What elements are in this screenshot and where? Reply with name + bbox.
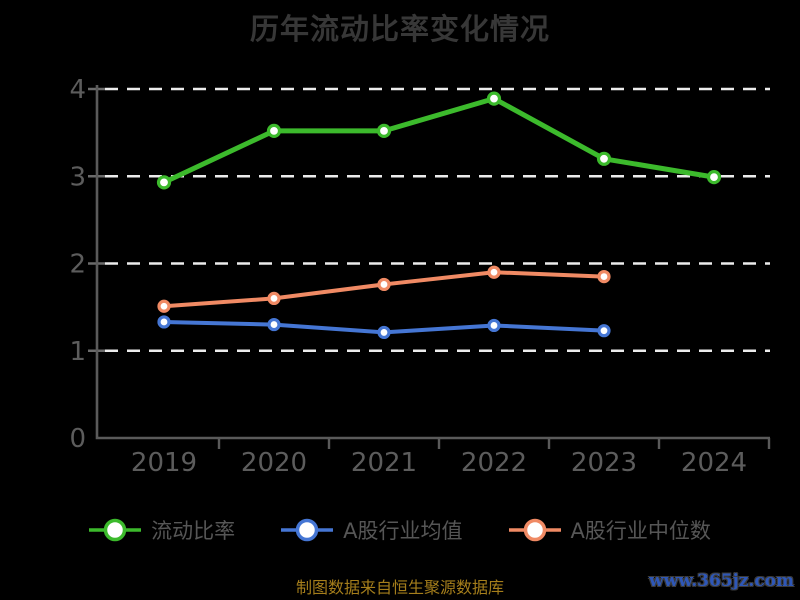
data-point-marker (157, 315, 171, 329)
series-line (161, 96, 717, 185)
y-tick-label: 0 (69, 424, 86, 454)
data-point-marker (157, 299, 171, 313)
data-point-marker (267, 291, 281, 305)
legend-item[interactable]: A股行业中位数 (508, 514, 711, 546)
legend-label: A股行业均值 (343, 519, 463, 543)
chart-title: 历年流动比率变化情况 (249, 12, 550, 46)
legend: 流动比率 A股行业均值 A股行业中位数 (0, 514, 800, 546)
data-point-marker (377, 277, 391, 292)
x-tick-label: 2023 (571, 448, 637, 478)
data-point-marker (486, 91, 502, 106)
x-tick-label: 2022 (461, 448, 527, 478)
legend-item[interactable]: 流动比率 (89, 514, 235, 546)
y-tick-label: 2 (69, 250, 86, 280)
legend-label: 流动比率 (151, 519, 236, 543)
data-point-marker (376, 123, 392, 138)
legend-marker-icon (508, 518, 561, 542)
legend-marker-icon (89, 518, 142, 542)
data-point-marker (597, 324, 611, 338)
y-tick-label: 1 (69, 337, 86, 367)
source-note: 制图数据来自恒生聚源数据库 (295, 578, 504, 597)
data-point-marker (596, 151, 612, 166)
legend-marker-icon (281, 518, 334, 542)
data-point-marker (266, 123, 282, 138)
x-tick-label: 2024 (681, 448, 747, 478)
data-point-marker (487, 265, 501, 279)
legend-item[interactable]: A股行业均值 (281, 514, 463, 546)
x-tick-label: 2021 (351, 448, 417, 478)
data-point-marker (487, 318, 501, 333)
y-tick-label: 4 (69, 75, 86, 105)
watermark: www.365jz.com (649, 571, 794, 591)
x-tick-label: 2019 (131, 448, 197, 478)
y-tick-label: 3 (69, 162, 86, 192)
x-tick-label: 2020 (241, 448, 307, 478)
data-point-marker (597, 269, 611, 284)
axis-lines (95, 85, 770, 440)
data-point-marker (706, 170, 722, 185)
data-point-marker (156, 175, 172, 190)
legend-label: A股行业中位数 (570, 519, 711, 543)
data-point-marker (377, 325, 391, 340)
data-point-marker (267, 317, 281, 332)
